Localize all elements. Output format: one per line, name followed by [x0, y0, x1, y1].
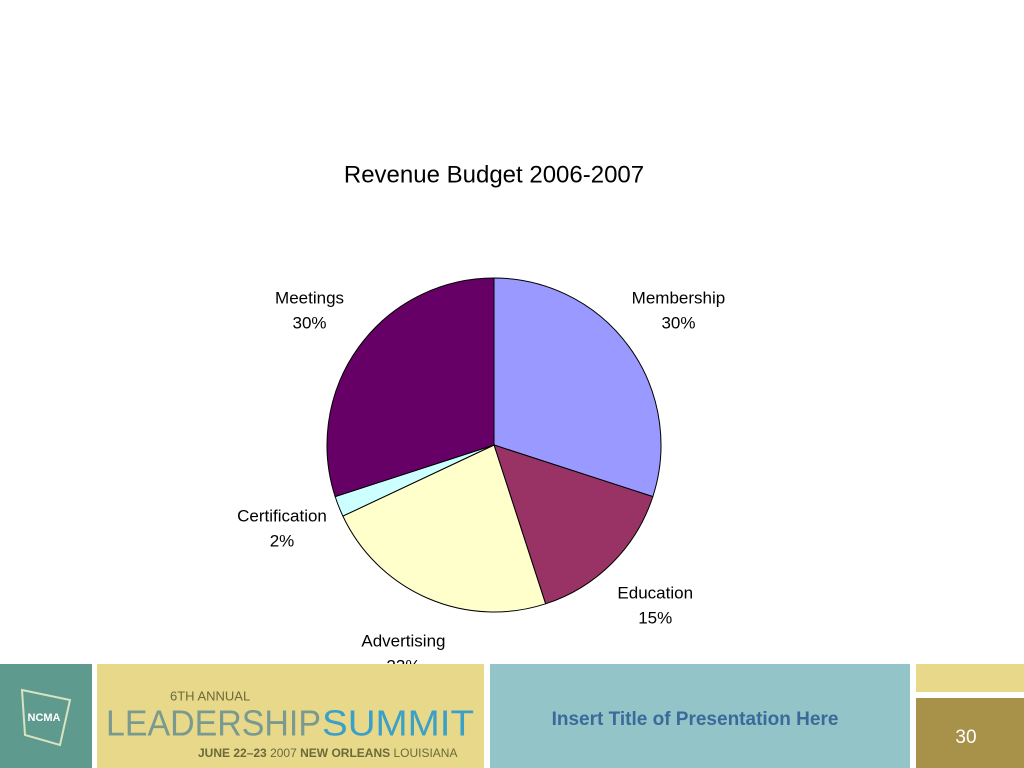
event-name-a: LEADERSHIP — [106, 703, 321, 744]
event-edition: 6TH ANNUAL — [170, 688, 250, 703]
slice-label: Certification — [237, 506, 327, 525]
pie-slice — [326, 277, 495, 498]
slice-value: 15% — [638, 609, 672, 628]
chart-title: Revenue Budget 2006-2007 — [344, 161, 644, 188]
accent-box — [916, 664, 1024, 692]
pie-slice — [493, 277, 662, 498]
slice-label: Membership — [632, 288, 726, 307]
event-state: LOUISIANA — [393, 746, 457, 760]
event-dates: JUNE 22–23 — [198, 746, 267, 760]
presentation-title: Insert Title of Presentation Here — [552, 709, 839, 730]
slice-value: 2% — [270, 531, 295, 550]
logo-icon — [20, 688, 72, 747]
title-box — [490, 664, 910, 768]
slice-label: Advertising — [361, 632, 445, 651]
pie: Membership30%Education15%Advertising23%C… — [237, 277, 726, 676]
slice-value: 30% — [661, 313, 695, 332]
slice-label: Meetings — [275, 288, 344, 307]
pie-slice — [493, 444, 654, 605]
event-name-b: SUMMIT — [322, 703, 474, 744]
logo-text: NCMA — [28, 712, 61, 724]
pie-slice — [342, 444, 547, 613]
page-box — [916, 698, 1024, 768]
event-details: JUNE 22–23 2007 NEW ORLEANS LOUISIANA — [198, 746, 457, 760]
event-box — [97, 664, 484, 768]
event-year: 2007 — [270, 746, 297, 760]
event-city: NEW ORLEANS — [300, 746, 390, 760]
slice-value: 30% — [293, 313, 327, 332]
logo-box — [0, 664, 92, 768]
slice-label: Education — [617, 584, 693, 603]
page-number: 30 — [955, 727, 976, 748]
